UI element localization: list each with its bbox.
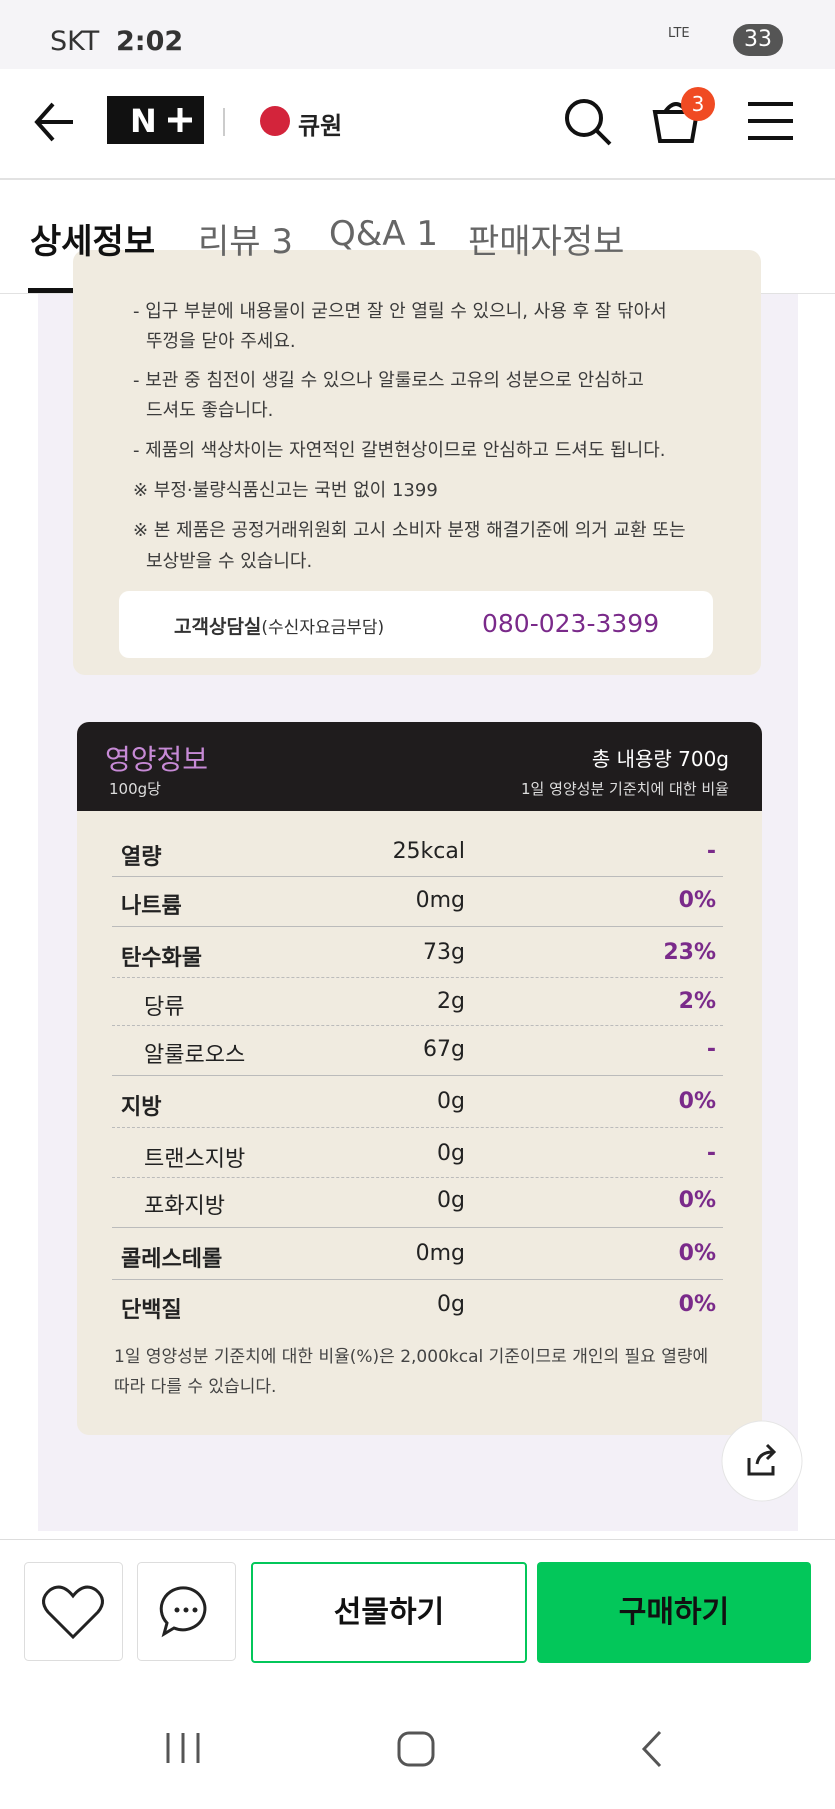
nav-bar xyxy=(166,1730,662,1768)
nutrient-name: 콜레스테롤 xyxy=(121,1247,223,1272)
header-icons: N xyxy=(0,87,835,180)
nutrient-amount: 0mg xyxy=(415,1241,465,1266)
nutrient-dv: 0% xyxy=(678,1241,716,1266)
note-line: 드셔도 좋습니다. xyxy=(146,400,274,421)
row-separator xyxy=(112,1127,723,1128)
nutrient-dv: 0% xyxy=(678,1292,716,1317)
cs-phone[interactable]: 080-023-3399 xyxy=(482,609,660,638)
row-separator xyxy=(112,1075,723,1076)
recent-apps[interactable] xyxy=(166,1733,200,1763)
nutrient-name: 열량 xyxy=(121,845,162,870)
back-icon[interactable] xyxy=(34,102,73,142)
home[interactable] xyxy=(397,1731,435,1767)
clock: 2:02 xyxy=(116,26,184,57)
carrier: SKT xyxy=(50,26,100,57)
footnote-line: 1일 영양성분 기준치에 대한 비율(%)은 2,000kcal 기준이므로 개… xyxy=(114,1347,709,1367)
nutrient-name: 알룰로오스 xyxy=(144,1043,246,1068)
status-bar xyxy=(0,0,835,69)
nutrient-amount: 25kcal xyxy=(392,839,465,864)
nutrition-card xyxy=(77,722,762,1435)
row-separator xyxy=(112,976,723,978)
nutrient-dv: 2% xyxy=(678,989,716,1014)
nutrient-dv: 23% xyxy=(663,940,716,965)
nutrient-name: 단백질 xyxy=(121,1298,182,1323)
nutrient-amount: 2g xyxy=(437,989,465,1014)
nutrient-name: 지방 xyxy=(121,1095,162,1120)
note-line: ※ 본 제품은 공정거래위원회 고시 소비자 분쟁 해결기준에 의거 교환 또는 xyxy=(133,520,686,541)
brand-logo xyxy=(260,106,290,136)
dv-header: 1일 영양성분 기준치에 대한 비율 xyxy=(520,780,729,798)
nutrient-name: 탄수화물 xyxy=(121,946,202,971)
bottom-icons xyxy=(24,1562,236,1661)
nutrition-row: 콜레스테롤 0mg 0% xyxy=(112,1233,723,1273)
nutrition-row: 포화지방 0g 0% xyxy=(112,1180,723,1220)
note-line: 보상받을 수 있습니다. xyxy=(146,551,313,572)
note-line: - 제품의 색상차이는 자연적인 갈변현상이므로 안심하고 드셔도 됩니다. xyxy=(133,440,666,461)
footnote-line: 따라 다를 수 있습니다. xyxy=(114,1377,277,1397)
nutrition-row: 지방 0g 0% xyxy=(112,1081,723,1121)
row-separator xyxy=(112,1226,723,1228)
tab[interactable]: 상세정보 xyxy=(30,222,156,262)
nutrient-name: 나트륨 xyxy=(121,894,182,919)
nutrient-amount: 0g xyxy=(437,1292,465,1317)
nutrient-amount: 0g xyxy=(437,1089,465,1114)
nutrient-name: 포화지방 xyxy=(144,1194,225,1219)
nutrition-row: 단백질 0g 0% xyxy=(112,1284,723,1324)
row-separator xyxy=(112,1278,723,1280)
cart-count: 3 xyxy=(691,92,705,116)
nutrition-row: 트랜스지방 0g - xyxy=(112,1133,723,1173)
nutrition-total: 총 내용량 700g xyxy=(591,747,729,771)
nutrient-amount: 0g xyxy=(437,1188,465,1213)
search-icon[interactable] xyxy=(565,99,603,137)
menu-icon[interactable] xyxy=(748,102,793,140)
cs-note: (수신자요금부담) xyxy=(261,618,385,638)
row-separator xyxy=(112,1025,723,1026)
tab[interactable]: Q&A 1 xyxy=(329,214,438,254)
row-separator xyxy=(112,875,723,877)
tab[interactable]: 리뷰 3 xyxy=(198,222,293,262)
nutrient-dv: - xyxy=(706,1141,716,1166)
like-button[interactable] xyxy=(24,1562,123,1661)
nutrient-name: 트랜스지방 xyxy=(144,1147,246,1172)
footnote: 1일 영양성분 기준치에 대한 비율(%)은 2,000kcal 기준이므로 개… xyxy=(114,1342,708,1402)
battery: 33 xyxy=(733,24,783,56)
back[interactable] xyxy=(641,1730,662,1768)
network: LTE xyxy=(668,26,690,41)
nutrition-row: 알룰로오스 67g - xyxy=(112,1029,723,1069)
note-line: - 입구 부분에 내용물이 굳으면 잘 안 열릴 수 있으니, 사용 후 잘 닦… xyxy=(133,301,667,322)
nutrition-row: 당류 2g 2% xyxy=(112,981,723,1021)
nutrient-dv: 0% xyxy=(678,1188,716,1213)
customer-service-box xyxy=(119,591,713,658)
share-button[interactable] xyxy=(715,1414,809,1508)
nutrient-amount: 0g xyxy=(437,1141,465,1166)
note-line: 뚜껑을 닫아 주세요. xyxy=(146,331,296,352)
nutrient-dv: 0% xyxy=(678,888,716,913)
nutrition-basis: 100g당 xyxy=(109,780,161,798)
nutrient-amount: 73g xyxy=(423,940,465,965)
row-separator xyxy=(112,926,723,927)
nutrient-name: 당류 xyxy=(144,995,185,1020)
tab[interactable]: 판매자정보 xyxy=(468,222,625,262)
gift-button[interactable]: 선물하기 xyxy=(251,1562,527,1663)
nutrient-dv: - xyxy=(706,1037,716,1062)
brand-name: 큐원 xyxy=(298,112,343,140)
nutrient-dv: 0% xyxy=(678,1089,716,1114)
note-line: ※ 부정·불량식품신고는 국번 없이 1399 xyxy=(133,480,438,501)
nutrient-dv: - xyxy=(706,839,716,864)
svg-text:N: N xyxy=(130,102,157,140)
note-line: - 보관 중 침전이 생길 수 있으나 알룰로스 고유의 성분으로 안심하고 xyxy=(133,370,644,391)
cs-label: 고객상담실(수신자요금부담) xyxy=(174,612,384,639)
nutrition-title: 영양정보 xyxy=(105,743,209,776)
cs-label-text: 고객상담실 xyxy=(174,616,262,638)
nutrient-amount: 67g xyxy=(423,1037,465,1062)
nutrient-amount: 0mg xyxy=(415,888,465,913)
row-separator xyxy=(112,1176,723,1178)
nutrition-row: 열량 25kcal - xyxy=(112,831,723,871)
buy-button[interactable]: 구매하기 xyxy=(537,1562,811,1663)
nutrition-row: 탄수화물 73g 23% xyxy=(112,932,723,972)
nutrition-row: 나트륨 0mg 0% xyxy=(112,880,723,920)
